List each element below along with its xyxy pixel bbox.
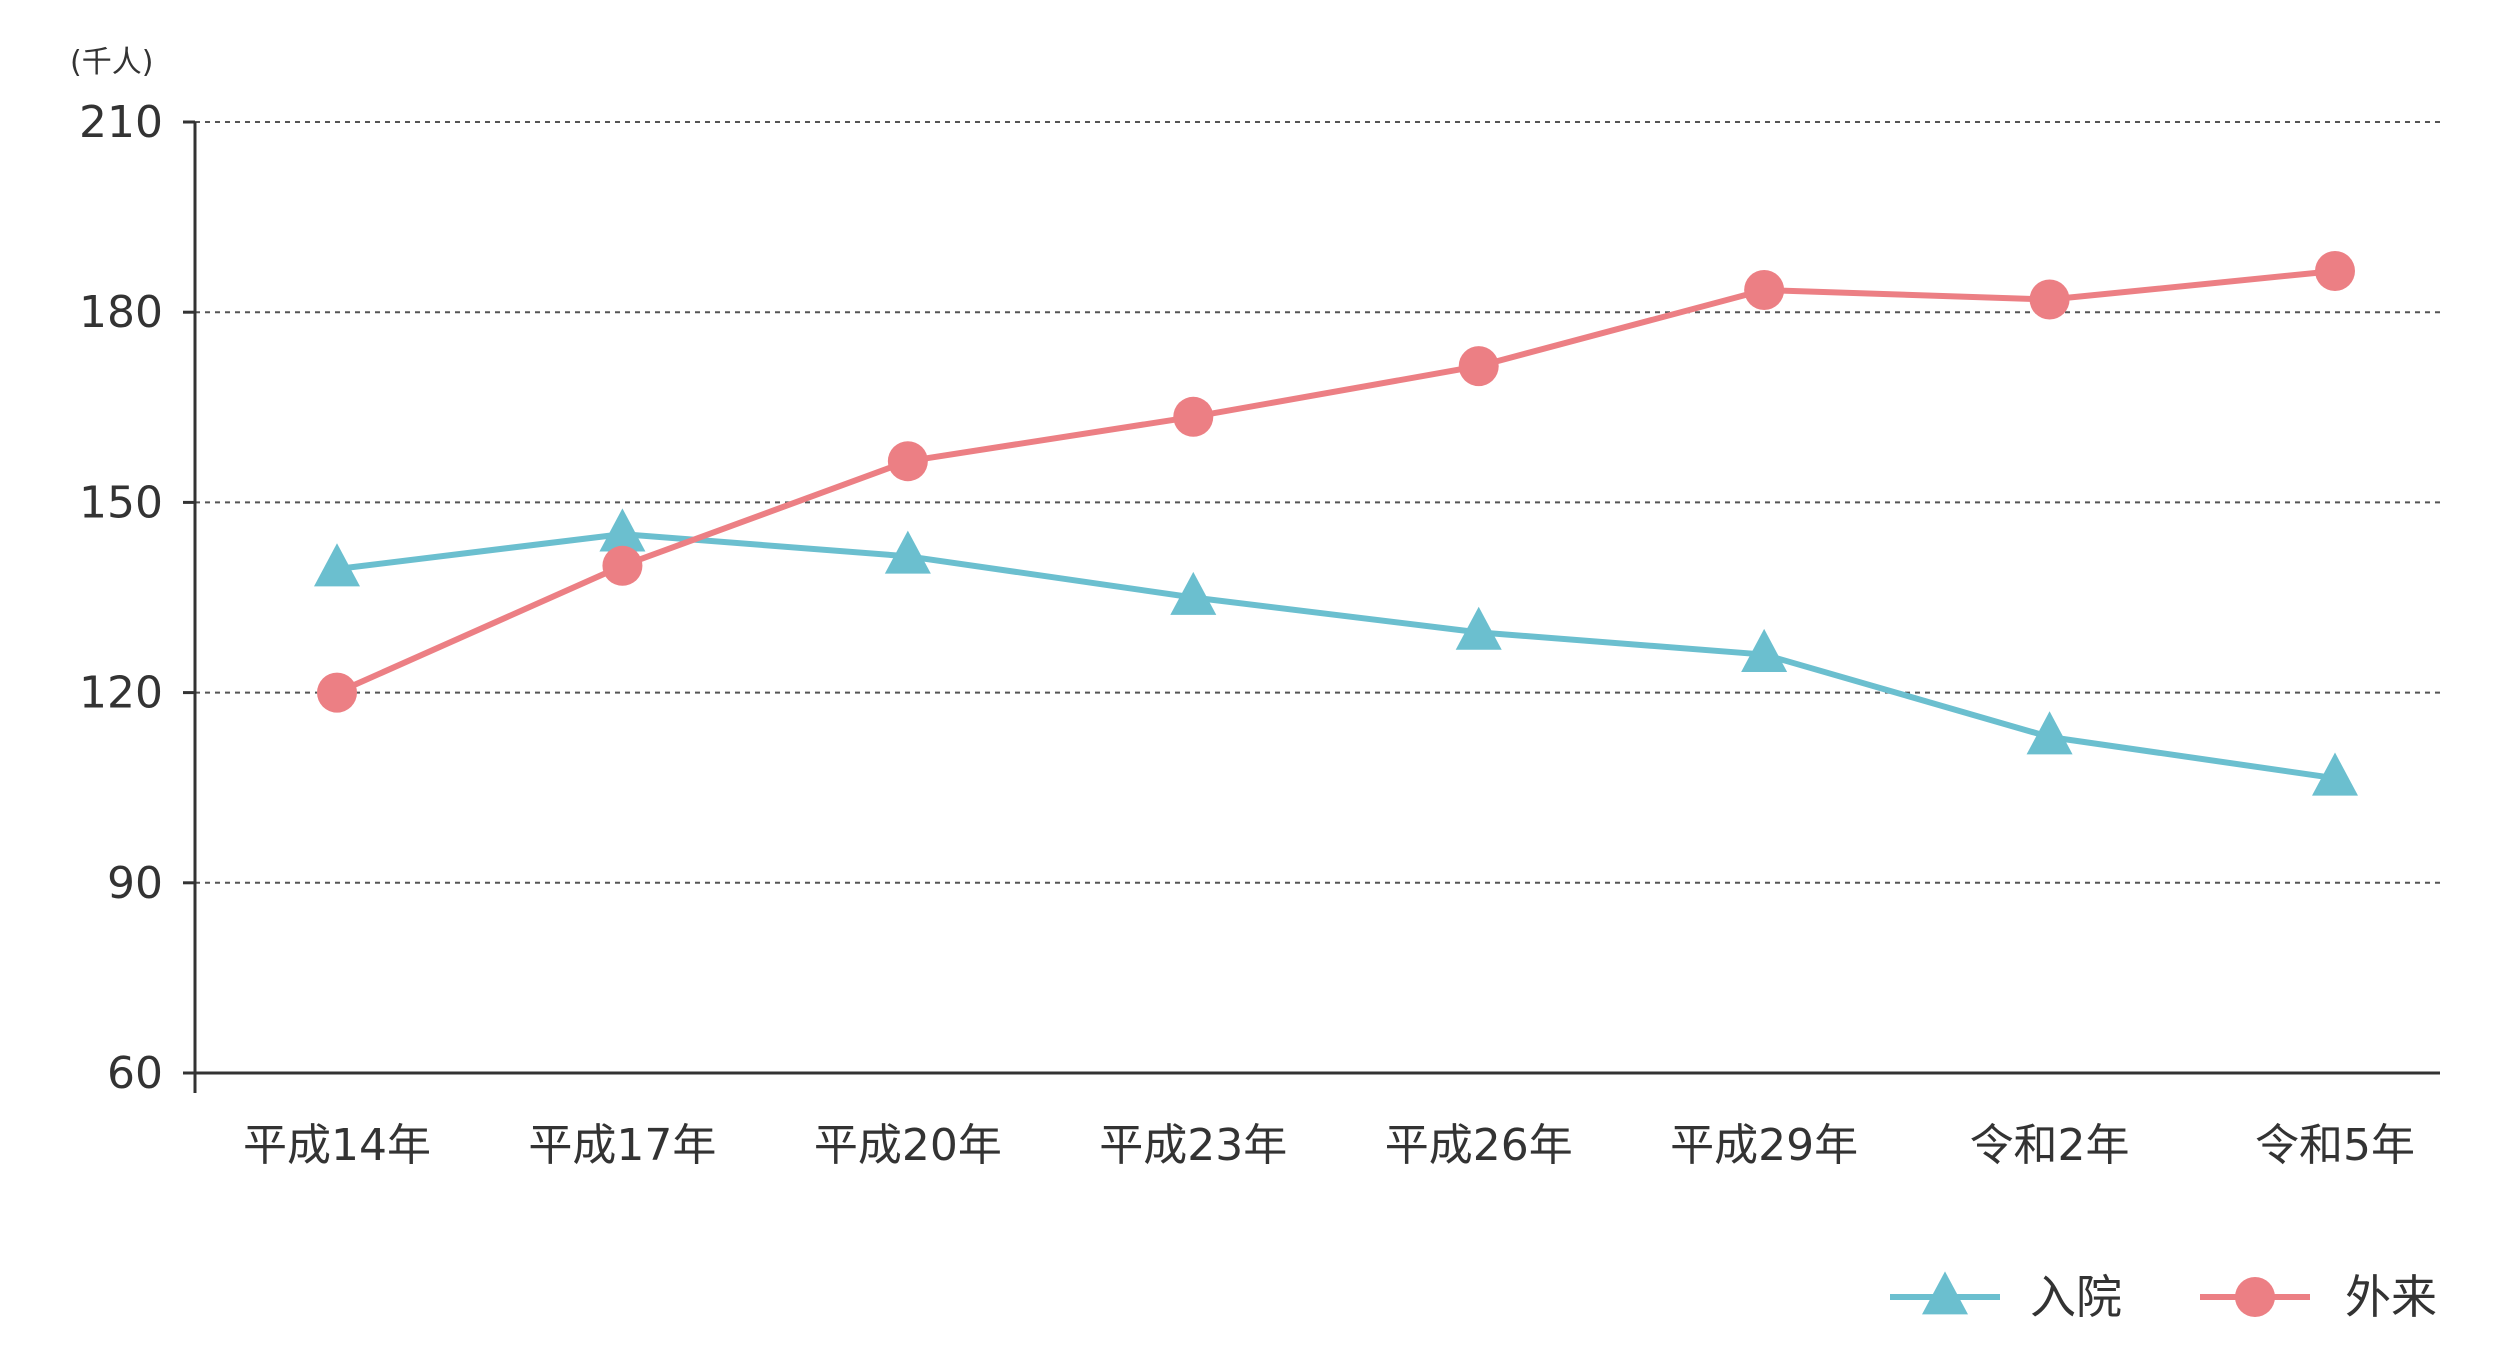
legend: 入院 外来 <box>1890 1270 2437 1324</box>
data-point-triangle <box>1741 628 1788 672</box>
legend-marker-triangle <box>1922 1271 1968 1315</box>
series-line <box>335 268 2336 696</box>
data-point-triangle <box>1170 571 1217 615</box>
series-inpatient <box>314 508 2358 796</box>
data-point-circle <box>2029 279 2070 320</box>
gridlines <box>195 121 2440 884</box>
x-tick-label: 平成17年 <box>528 1120 716 1171</box>
data-point-triangle <box>314 543 360 587</box>
legend-label: 外来 <box>2345 1270 2437 1324</box>
data-point-circle <box>602 545 643 586</box>
legend-label: 入院 <box>2030 1270 2122 1324</box>
data-point-triangle <box>2312 752 2358 796</box>
y-tick-label: 60 <box>107 1048 163 1099</box>
y-tick-labels: 60 90 120 150 180 210 <box>79 97 163 1099</box>
series-line <box>336 531 2336 782</box>
y-tick-label: 90 <box>107 858 163 909</box>
data-point-circle <box>1744 270 1785 311</box>
data-point-triangle <box>2026 711 2073 755</box>
legend-marker-circle <box>2235 1277 2275 1317</box>
x-tick-labels: 平成14年 平成17年 平成20年 平成23年 平成26年 平成29年 令和2年 令和5年 <box>243 1120 2415 1171</box>
y-tick-label: 210 <box>79 97 163 148</box>
data-point-triangle <box>599 508 646 552</box>
data-point-triangle <box>1455 606 1502 650</box>
x-tick-label: 平成23年 <box>1099 1120 1287 1171</box>
series-outpatient <box>317 250 2355 713</box>
y-unit-label: (千人) <box>70 45 153 80</box>
data-point-circle <box>1458 346 1499 387</box>
x-tick-label: 令和2年 <box>1970 1120 2130 1171</box>
x-tick-label: 平成26年 <box>1385 1120 1573 1171</box>
series-group <box>314 250 2358 796</box>
axes <box>183 120 2440 1093</box>
x-tick-label: 平成29年 <box>1670 1120 1858 1171</box>
y-tick-label: 180 <box>79 287 163 338</box>
x-tick-label: 平成14年 <box>243 1120 431 1171</box>
data-point-triangle <box>884 530 931 574</box>
data-point-circle <box>317 672 357 713</box>
data-point-circle <box>1173 396 1214 437</box>
y-tick-label: 120 <box>79 668 163 719</box>
data-point-circle <box>887 441 928 482</box>
x-tick-label: 平成20年 <box>814 1120 1002 1171</box>
data-point-circle <box>2315 250 2355 291</box>
x-tick-label: 令和5年 <box>2255 1120 2415 1171</box>
y-tick-label: 150 <box>79 477 163 528</box>
